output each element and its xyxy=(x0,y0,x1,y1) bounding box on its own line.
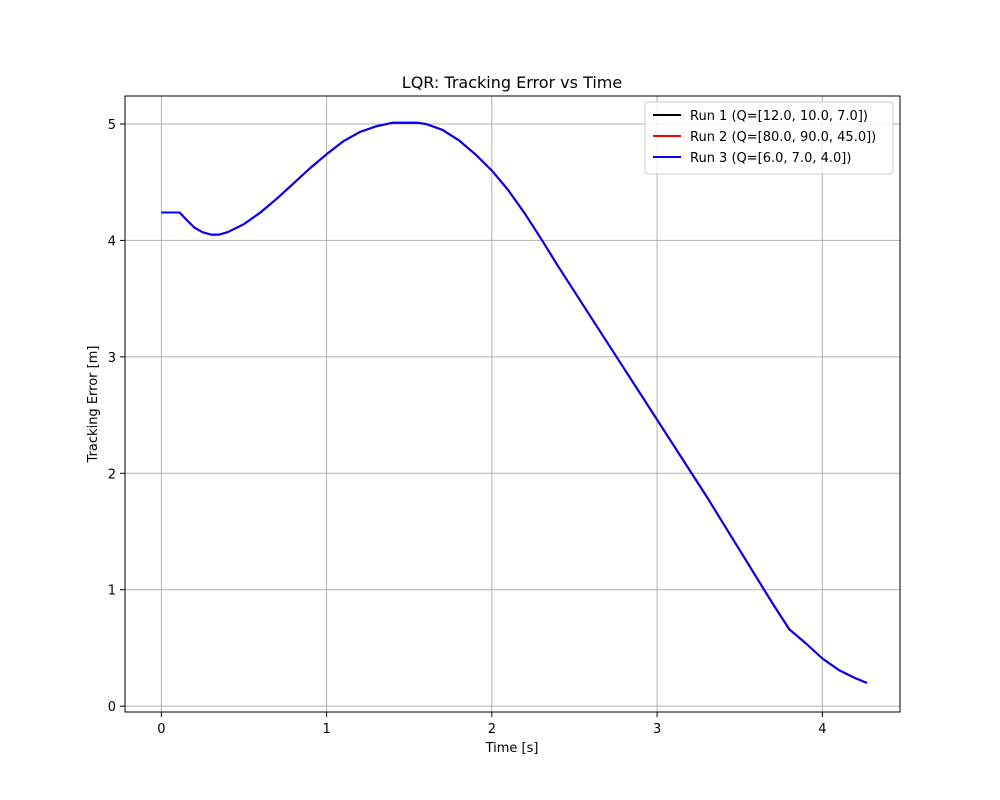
x-tick-label: 4 xyxy=(818,722,826,737)
y-tick-label: 0 xyxy=(108,700,116,715)
y-tick-label: 1 xyxy=(108,584,116,599)
legend-label-run-3: Run 3 (Q=[6.0, 7.0, 4.0]) xyxy=(690,151,851,166)
y-tick-label: 3 xyxy=(108,351,116,366)
legend-box xyxy=(644,101,894,175)
y-tick-label: 2 xyxy=(108,467,116,482)
legend-label-run-1: Run 1 (Q=[12.0, 10.0, 7.0]) xyxy=(690,109,868,124)
x-tick-label: 0 xyxy=(157,722,165,737)
y-axis-ticks: 0 1 2 3 4 5 xyxy=(108,118,125,715)
x-axis-label: Time [s] xyxy=(485,741,539,756)
legend-label-run-2: Run 2 (Q=[80.0, 90.0, 45.0]) xyxy=(690,130,876,145)
series-line-run-3 xyxy=(161,121,868,684)
legend: Run 1 (Q=[12.0, 10.0, 7.0]) Run 2 (Q=[80.… xyxy=(644,101,894,175)
x-tick-label: 3 xyxy=(653,722,661,737)
plot-lines xyxy=(161,121,868,684)
plot-frame xyxy=(124,95,901,713)
x-axis-ticks: 0 1 2 3 4 xyxy=(157,712,826,737)
y-tick-label: 5 xyxy=(108,118,116,133)
x-tick-label: 1 xyxy=(322,722,330,737)
x-tick-label: 2 xyxy=(488,722,496,737)
y-axis-label: Tracking Error [m] xyxy=(86,346,101,464)
y-tick-label: 4 xyxy=(108,234,116,249)
chart-title: LQR: Tracking Error vs Time xyxy=(402,73,622,92)
